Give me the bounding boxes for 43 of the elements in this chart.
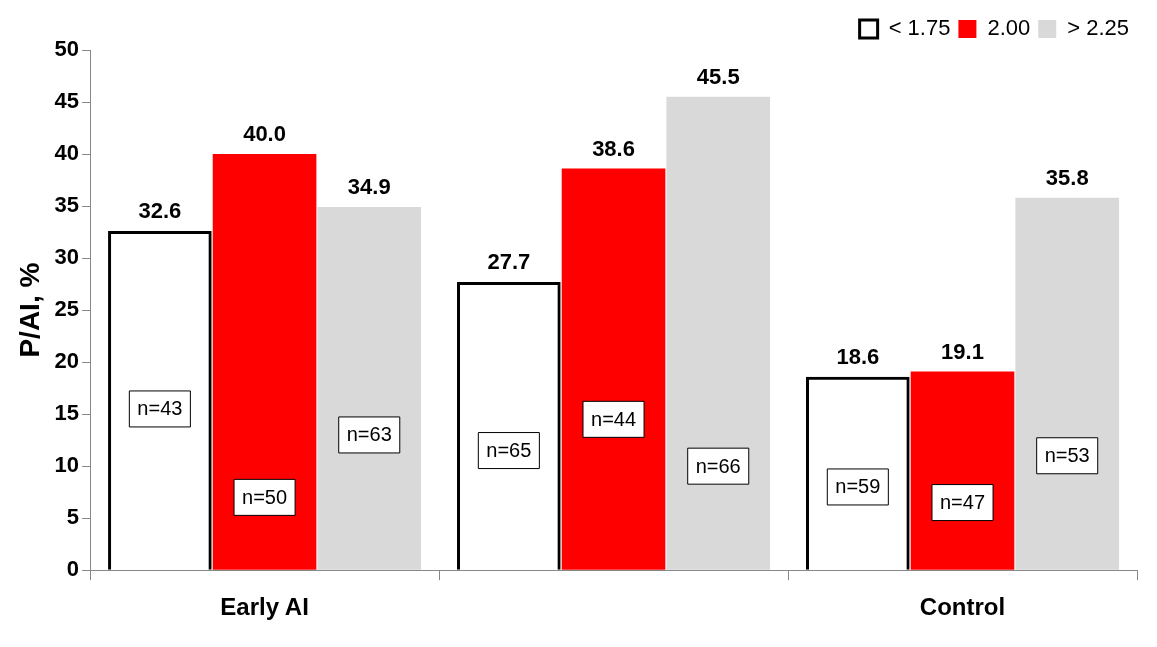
data-label: 35.8 (1045, 164, 1089, 190)
data-label: 40.0 (243, 121, 286, 147)
annotation: n=50 (242, 485, 288, 508)
y-tick-label: 40 (54, 140, 80, 166)
data-label: 19.1 (941, 338, 984, 364)
y-tick-label: 50 (54, 36, 80, 62)
y-tick-label: 15 (54, 400, 80, 426)
y-tick-label: 45 (54, 88, 80, 114)
y-tick-label: 5 (66, 504, 80, 530)
annotation: n=53 (1044, 444, 1090, 467)
bar (457, 282, 561, 570)
bar (806, 376, 910, 570)
data-label: 27.7 (487, 249, 531, 275)
data-label: 18.6 (836, 343, 880, 369)
y-tick-label: 25 (54, 296, 80, 322)
bar (212, 154, 317, 570)
bar (561, 168, 666, 570)
annotation: n=66 (695, 454, 741, 477)
legend-label: < 1.75 (888, 15, 951, 41)
annotation: n=47 (939, 491, 986, 514)
bar (666, 96, 771, 570)
legend-label: > 2.25 (1067, 15, 1129, 41)
x-tick-label: Control (919, 593, 1006, 621)
data-label: 38.6 (592, 135, 635, 161)
legend-label: 2.00 (987, 15, 1031, 41)
data-label: 32.6 (138, 198, 182, 224)
bar (317, 207, 422, 570)
bar (910, 371, 1015, 570)
y-tick-label: 10 (54, 452, 80, 478)
annotation: n=65 (486, 439, 532, 462)
annotation: n=44 (591, 407, 637, 430)
y-tick-label: 30 (54, 244, 80, 270)
annotation: n=63 (346, 423, 392, 446)
x-tick-label: Early AI (220, 593, 309, 621)
data-label: 45.5 (696, 63, 740, 89)
annotation: n=59 (835, 475, 881, 498)
y-tick-label: 20 (54, 348, 80, 374)
y-axis-title: P/AI, % (13, 262, 45, 358)
data-label: 34.9 (347, 174, 391, 200)
bar (1015, 197, 1120, 570)
y-tick-label: 0 (66, 556, 80, 582)
annotation: n=43 (137, 397, 183, 420)
y-tick-label: 35 (54, 192, 80, 218)
